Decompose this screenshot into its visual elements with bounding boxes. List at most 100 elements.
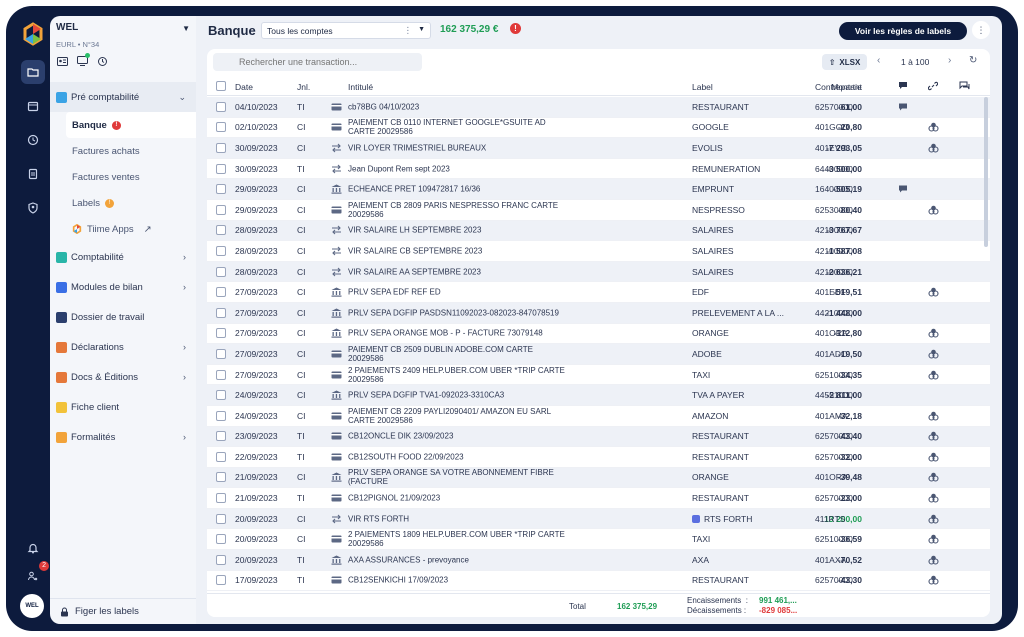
row-label[interactable]: REMUNERATION [692, 164, 760, 174]
alert-icon[interactable]: ! [510, 23, 521, 34]
comment-icon[interactable] [898, 185, 908, 194]
row-checkbox[interactable] [216, 204, 226, 215]
row-label[interactable]: RESTAURANT [692, 431, 749, 441]
row-label[interactable]: RESTAURANT [692, 452, 749, 462]
sidebar-item-pre-comptabilite[interactable]: Pré comptabilité ⌄ [50, 82, 196, 112]
table-row[interactable]: 23/09/2023 TI CB12ONCLE DIK 23/09/2023 -43,… [207, 426, 990, 448]
linked-document-icon[interactable] [928, 555, 939, 565]
table-row[interactable]: 30/09/2023 CI VIR LOYER TRIMESTRIEL BUREAU… [207, 138, 990, 159]
table-row[interactable]: 28/09/2023 CI VIR SALAIRE LH SEPTEMBRE 202… [207, 220, 990, 242]
table-row[interactable]: 28/09/2023 CI VIR SALAIRE CB SEPTEMBRE 202… [207, 241, 990, 262]
row-label[interactable]: TAXI [692, 370, 710, 380]
row-checkbox[interactable] [216, 513, 226, 524]
row-contrepartie[interactable]: 16400000 [815, 184, 853, 195]
row-contrepartie[interactable]: 62530000 [815, 204, 853, 215]
linked-document-icon[interactable] [928, 493, 939, 503]
row-contrepartie[interactable]: 401GOO [815, 122, 850, 133]
row-contrepartie[interactable]: 401ORA [815, 328, 848, 339]
table-row[interactable]: 30/09/2023 TI Jean Dupont Rem sept 2023 -3 … [207, 159, 990, 180]
row-label[interactable]: ADOBE [692, 349, 722, 359]
row-label[interactable]: RESTAURANT [692, 493, 749, 503]
table-row[interactable]: 21/09/2023 TI CB12PIGNOL 21/09/2023 -23,00 R… [207, 488, 990, 509]
view-label-rules-button[interactable]: Voir les règles de labels [839, 22, 967, 40]
id-card-icon[interactable] [56, 55, 68, 67]
more-vertical-icon[interactable]: ⋮ [403, 25, 413, 35]
row-contrepartie[interactable]: 62570000 [815, 493, 853, 504]
row-checkbox[interactable] [216, 184, 226, 195]
row-contrepartie[interactable]: 44551000 [815, 390, 853, 401]
sidebar-item-fiche-client[interactable]: Fiche client [50, 392, 196, 422]
row-contrepartie[interactable]: 62570000 [815, 101, 853, 112]
linked-document-icon[interactable] [928, 452, 939, 462]
table-row[interactable]: 27/09/2023 CI PRLV SEPA ORANGE MOB - P - F… [207, 324, 990, 345]
linked-document-icon[interactable] [928, 328, 939, 338]
row-checkbox[interactable] [216, 575, 226, 586]
row-checkbox[interactable] [216, 266, 226, 277]
table-row[interactable]: 21/09/2023 CI PRLV SEPA ORANGE SA VOTRE AB… [207, 467, 990, 489]
row-checkbox[interactable] [216, 225, 226, 236]
row-contrepartie[interactable]: 62570000 [815, 431, 853, 442]
more-options-icon[interactable]: ⋮ [972, 21, 990, 39]
row-label[interactable]: RESTAURANT [692, 575, 749, 585]
caret-down-icon[interactable]: ▼ [182, 24, 190, 33]
sidebar-item-factures-achats[interactable]: Factures achats [50, 138, 196, 164]
sidebar-item-tiime-apps[interactable]: Tiime Apps ↗ [50, 216, 196, 242]
row-contrepartie[interactable]: 401EDF [815, 287, 847, 298]
comment-icon[interactable] [898, 102, 908, 111]
row-label[interactable]: GOOGLE [692, 122, 729, 132]
linked-document-icon[interactable] [928, 287, 939, 297]
company-switcher[interactable]: WEL ▼ EURL • N°34 [56, 22, 194, 67]
row-contrepartie[interactable]: 411RTS [815, 513, 846, 524]
row-label[interactable]: SALAIRES [692, 267, 734, 277]
linked-document-icon[interactable] [928, 411, 939, 421]
freeze-labels-button[interactable]: Figer les labels [50, 598, 196, 624]
column-header-montant[interactable]: Montant [831, 82, 862, 92]
table-row[interactable]: 20/09/2023 CI 2 PAIEMENTS 1809 HELP.UBER.C… [207, 529, 990, 551]
linked-document-icon[interactable] [928, 143, 939, 153]
row-label[interactable]: SALAIRES [692, 225, 734, 235]
sidebar-item-formalites[interactable]: Formalités › [50, 422, 196, 452]
row-contrepartie[interactable]: 64400000 [815, 163, 853, 174]
linked-document-icon[interactable] [928, 122, 939, 132]
table-row[interactable]: 17/09/2023 TI CB12SENKICHI 17/09/2023 -43,3… [207, 571, 990, 592]
table-row[interactable]: 28/09/2023 CI VIR SALAIRE AA SEPTEMBRE 202… [207, 261, 990, 283]
user-shield-icon[interactable] [21, 196, 45, 220]
linked-document-icon[interactable] [928, 205, 939, 215]
row-contrepartie[interactable]: 401AXA [815, 554, 847, 565]
sidebar-item-banque[interactable]: Banque ! [66, 112, 196, 138]
row-contrepartie[interactable]: 42100000 [815, 245, 853, 256]
table-row[interactable]: 27/09/2023 CI PRLV SEPA DGFIP PASDSN110920… [207, 302, 990, 324]
history-icon[interactable] [96, 55, 108, 67]
chevron-left-icon[interactable]: ‹ [877, 55, 881, 66]
table-row[interactable]: 22/09/2023 TI CB12SOUTH FOOD 22/09/2023 -32… [207, 447, 990, 468]
row-contrepartie[interactable]: 401AMA [815, 410, 848, 421]
row-checkbox[interactable] [216, 472, 226, 483]
scrollbar[interactable] [984, 97, 988, 247]
column-header-date[interactable]: Date [235, 82, 253, 92]
row-label[interactable]: ORANGE [692, 328, 729, 338]
table-row[interactable]: 27/09/2023 CI PRLV SEPA EDF REF ED -519,51 E… [207, 282, 990, 303]
search-input[interactable] [213, 53, 422, 71]
row-checkbox[interactable] [216, 122, 226, 133]
row-label[interactable]: EVOLIS [692, 143, 723, 153]
row-label[interactable]: AXA [692, 555, 709, 565]
row-checkbox[interactable] [216, 493, 226, 504]
row-label[interactable]: SALAIRES [692, 246, 734, 256]
row-label[interactable]: EMPRUNT [692, 184, 734, 194]
row-contrepartie[interactable]: 62570000 [815, 575, 853, 586]
row-contrepartie[interactable]: 62570000 [815, 451, 853, 462]
column-header-label[interactable]: Label [692, 82, 713, 92]
table-row[interactable]: 24/09/2023 CI PRLV SEPA DGFIP TVA1-092023-… [207, 385, 990, 406]
row-checkbox[interactable] [216, 410, 226, 421]
table-row[interactable]: 20/09/2023 TI AXA ASSURANCES - prevoyance -… [207, 550, 990, 571]
row-checkbox[interactable] [216, 307, 226, 318]
sidebar-item-docs-editions[interactable]: Docs & Éditions › [50, 362, 196, 392]
team-icon[interactable]: 2 [21, 561, 49, 588]
row-checkbox[interactable] [216, 451, 226, 462]
linked-document-icon[interactable] [928, 575, 939, 586]
linked-document-icon[interactable] [928, 534, 939, 544]
sidebar-item-declarations[interactable]: Déclarations › [50, 332, 196, 362]
sidebar-item-factures-ventes[interactable]: Factures ventes [50, 164, 196, 190]
column-header-contrepartie[interactable]: Contrepartie [815, 82, 862, 92]
sidebar-item-comptabilite[interactable]: Comptabilité › [50, 242, 196, 272]
